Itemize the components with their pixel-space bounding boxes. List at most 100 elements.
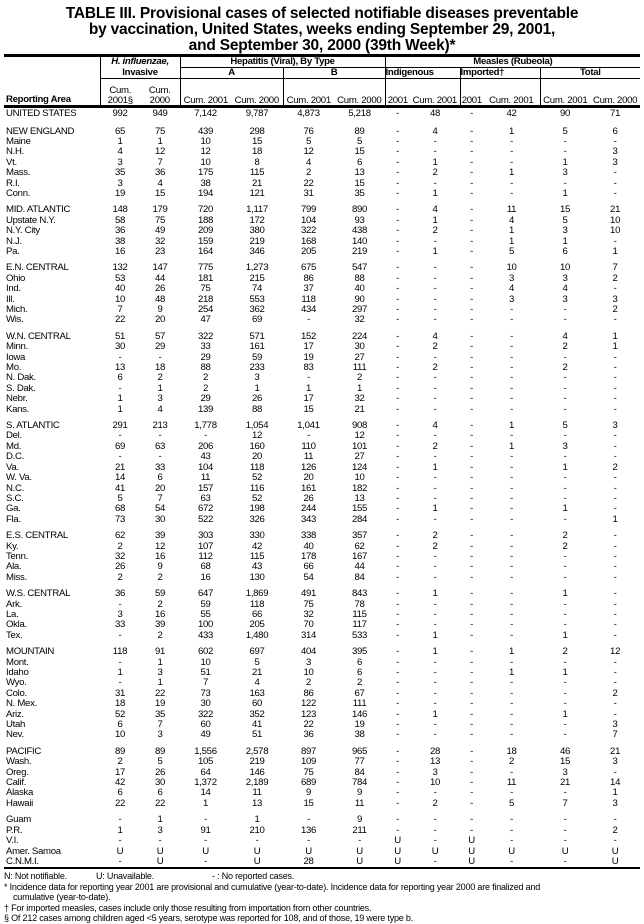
cell-value: 218 — [197, 293, 214, 305]
cell-value: 6 — [117, 372, 123, 384]
cell-value: 6 — [117, 719, 123, 731]
cell-value: - — [470, 482, 473, 494]
cell-value: 10 — [610, 225, 621, 237]
cell-value: 32 — [114, 550, 126, 562]
cell-value: 205 — [249, 619, 265, 631]
cell-value: 20 — [154, 314, 166, 326]
column-header: Cum. 2000 — [148, 85, 171, 106]
cell-value: - — [396, 513, 399, 525]
cell-value: - — [396, 588, 399, 600]
cell-value: - — [470, 108, 473, 120]
cell-value: 2 — [612, 304, 618, 315]
cell-value: 1 — [432, 156, 438, 168]
cell-value: 48 — [154, 293, 166, 305]
column-header: Cum. 2001 — [539, 78, 591, 107]
cell-value: - — [483, 856, 541, 870]
cell-value: 2 — [432, 341, 438, 353]
cell-value: 3 — [612, 156, 618, 168]
reporting-area-name: Ala. — [6, 561, 22, 573]
cell-value: 157 — [197, 482, 214, 494]
cell-value: 314 — [300, 629, 317, 641]
cell-value: 2 — [562, 341, 568, 353]
cell-value: 2 — [562, 530, 568, 542]
cell-value: - — [433, 482, 437, 494]
table-title: TABLE III. Provisional cases of selected… — [65, 5, 579, 54]
cell-value: 4 — [509, 214, 515, 226]
reporting-area-name: Ark. — [6, 598, 22, 610]
cell-value: 88 — [251, 403, 263, 415]
cell-value: 30 — [154, 513, 166, 525]
cell-value: 3 — [562, 440, 568, 452]
cell-value: - — [433, 687, 437, 699]
cell-value: U — [431, 845, 439, 857]
cell-value: 10 — [610, 214, 621, 226]
cell-value: 3 — [157, 667, 163, 678]
cell-value: 4 — [305, 156, 312, 168]
cell-value: - — [563, 729, 567, 741]
cell-value: 3 — [612, 146, 618, 158]
cell-value: - — [396, 503, 399, 515]
cell-value: - — [613, 283, 617, 295]
cell-value: 434 — [300, 304, 317, 315]
reporting-area-name: Oreg. — [6, 766, 29, 778]
cell-value: 175 — [197, 167, 214, 179]
cell-value: 63 — [200, 492, 211, 504]
cell-value: 5 — [562, 214, 568, 226]
cell-value: 6 — [612, 125, 618, 137]
table-row: Nev. 10 3 49 51 36 38 - - - - - 7 — [4, 729, 640, 741]
cell-value: - — [433, 571, 437, 583]
column-header: 2001 — [459, 78, 484, 107]
cell-value: 38 — [114, 235, 126, 247]
cell-value: - — [433, 135, 437, 147]
cell-value: 172 — [249, 214, 265, 226]
reporting-area-name: Ohio — [6, 272, 26, 284]
cell-value: 2 — [612, 824, 618, 836]
cell-value: 39 — [154, 530, 166, 542]
cell-value: 11 — [252, 787, 262, 799]
cell-value: 33 — [154, 461, 166, 473]
cell-value: 3 — [509, 272, 515, 284]
column-header: Cum. 2001 — [179, 78, 232, 107]
footnotes: N: Not notifiable. U: Unavailable. - : No … — [4, 871, 644, 924]
cell-value: 71 — [610, 108, 621, 120]
cell-value: - — [470, 272, 473, 284]
table-row: Pa. 16 23 164 346 205 219 - 1 - 5 6 1 — [4, 246, 640, 257]
hepatitis-header: Hepatitis (Viral), By Type — [179, 55, 386, 68]
cell-value: 219 — [249, 235, 265, 247]
cell-value: 1 — [509, 646, 515, 658]
reporting-area-name: S. Dak. — [6, 382, 36, 394]
cell-value: 1 — [432, 708, 438, 720]
cell-value: 32 — [303, 608, 314, 620]
cell-value: - — [396, 451, 399, 463]
cell-value: - — [158, 835, 162, 847]
cell-value: 14 — [114, 472, 126, 484]
table-row: Maine 1 1 10 15 5 5 - - - - - - — [4, 135, 640, 147]
cell-value: 2 — [509, 756, 515, 768]
cell-value: - — [563, 719, 567, 731]
cell-value: 33 — [114, 619, 126, 631]
cell-value: - — [613, 382, 617, 394]
cell-value: - — [433, 619, 437, 631]
cell-value: 26 — [251, 393, 263, 405]
table-row: Mass. 35 36 175 115 2 13-2-1 3- — [4, 167, 640, 179]
cell-value: 7 — [562, 797, 568, 809]
reporting-area-header: Reporting Area — [4, 55, 100, 108]
cell-value: - — [396, 440, 399, 452]
cell-value: 965 — [351, 745, 368, 757]
cell-value: - — [396, 304, 399, 315]
cell-value: 6 — [117, 787, 123, 799]
cell-value: 75 — [200, 283, 211, 295]
reporting-area-name: Iowa — [6, 351, 26, 363]
cell-value: 2 — [562, 646, 568, 658]
cell-value: - — [613, 135, 617, 147]
cell-value: 29 — [200, 393, 211, 405]
cell-value: 18 — [251, 146, 263, 158]
table-row: Del. - - - 12 - 12 - - - - - - — [4, 431, 640, 442]
cell-value: 254 — [197, 304, 214, 315]
cell-value: 14 — [610, 777, 621, 789]
cell-value: 89 — [154, 745, 166, 757]
cell-value: - — [510, 461, 513, 473]
table-row: PACIFIC 89 89 1,556 2,578 897 965 - 28 - 18 46 21 — [4, 741, 640, 757]
cell-value: 36 — [114, 225, 126, 237]
table-row: Nebr. 1 3 29 26 17 32 - - - - - - — [4, 393, 640, 405]
